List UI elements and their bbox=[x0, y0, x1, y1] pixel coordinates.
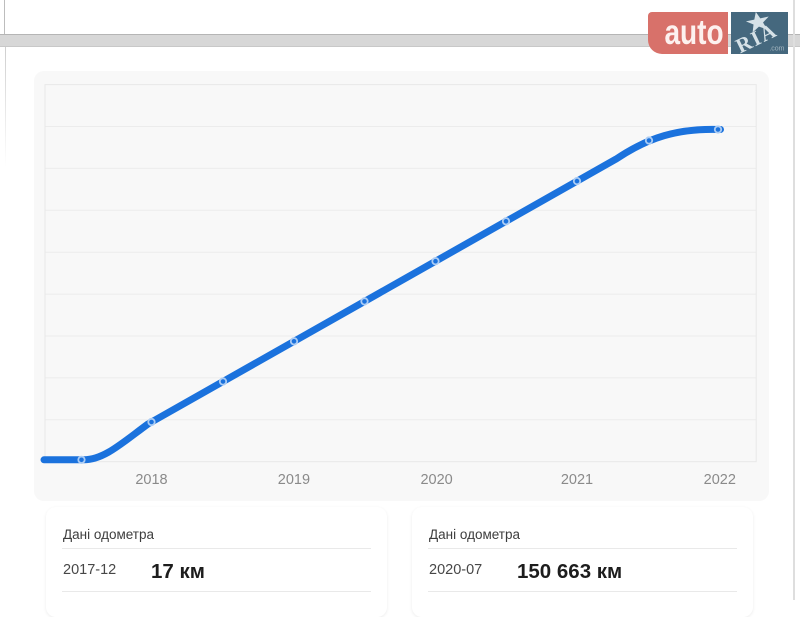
svg-text:2020: 2020 bbox=[420, 472, 452, 488]
svg-text:2022: 2022 bbox=[704, 472, 736, 488]
svg-text:2021: 2021 bbox=[561, 472, 593, 488]
svg-text:.com: .com bbox=[769, 46, 784, 53]
svg-text:2018: 2018 bbox=[135, 472, 167, 488]
svg-text:2019: 2019 bbox=[278, 472, 310, 488]
